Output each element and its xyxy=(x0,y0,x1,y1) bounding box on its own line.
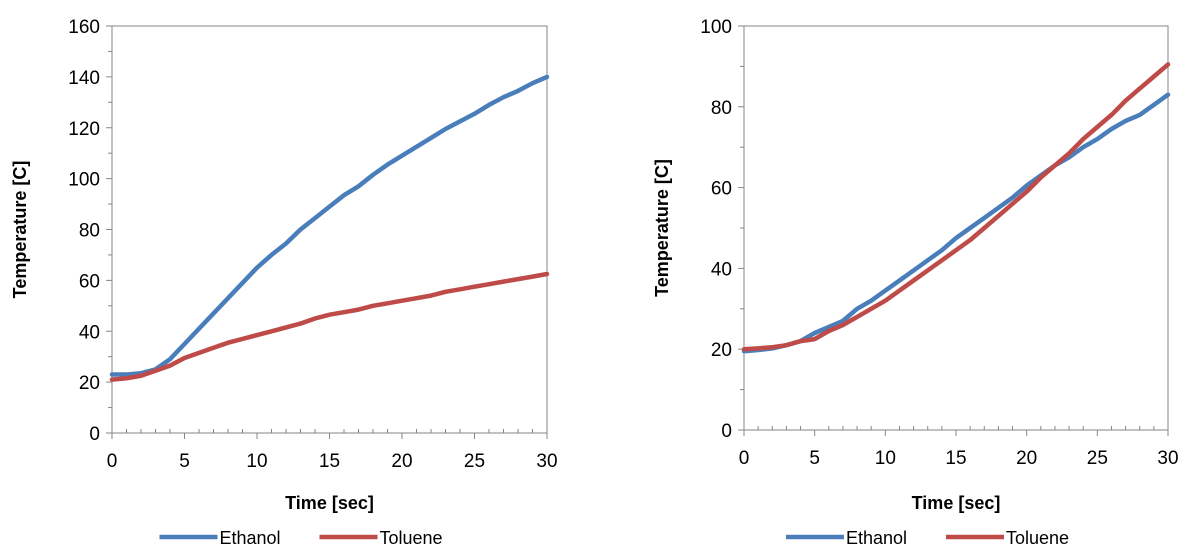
legend-label-toluene: Toluene xyxy=(1006,528,1069,548)
x-tick-label: 10 xyxy=(246,451,267,472)
y-axis-title: Temperature [C] xyxy=(10,161,30,299)
y-tick-label: 40 xyxy=(711,259,732,280)
y-tick-label: 160 xyxy=(68,17,100,38)
y-axis-title: Temperature [C] xyxy=(652,159,672,297)
plot-area-frame xyxy=(111,25,548,434)
x-tick-label: 25 xyxy=(1087,448,1108,469)
y-tick-label: 100 xyxy=(68,170,100,191)
x-tick-label: 5 xyxy=(179,451,190,472)
chart-svg: 0 20 40 60 80 100 120 140 160 0 5 10 15 20 25 30 Time [s… xyxy=(10,17,558,548)
series-line-toluene xyxy=(109,271,550,382)
series-line-ethanol xyxy=(741,92,1171,354)
x-tick-label: 25 xyxy=(464,451,485,472)
plot-area-frame xyxy=(743,25,1169,431)
y-tick-label: 60 xyxy=(79,271,100,292)
chart-svg: 0 20 40 60 80 100 0 5 10 15 20 25 30 Time [sec] Temper… xyxy=(652,17,1179,548)
y-tick-label: 20 xyxy=(79,373,100,394)
series-line-toluene xyxy=(741,62,1171,352)
y-tick-label: 60 xyxy=(711,179,732,200)
chart-temperature-right: 0 20 40 60 80 100 0 5 10 15 20 25 30 Time [sec] Temper… xyxy=(592,0,1185,549)
x-tick-label: 20 xyxy=(1016,448,1037,469)
y-tick-label: 0 xyxy=(721,421,732,442)
y-tick-label: 80 xyxy=(79,221,100,242)
legend-label-ethanol: Ethanol xyxy=(220,528,281,548)
x-tick-label: 15 xyxy=(319,451,340,472)
y-tick-label: 140 xyxy=(68,68,100,89)
series-line-ethanol xyxy=(109,74,550,377)
legend-label-toluene: Toluene xyxy=(380,528,443,548)
y-tick-label: 80 xyxy=(711,98,732,119)
x-tick-label: 10 xyxy=(875,448,896,469)
y-tick-label: 0 xyxy=(89,424,100,445)
x-tick-label: 0 xyxy=(107,451,118,472)
x-axis-title: Time [sec] xyxy=(285,493,374,513)
x-tick-label: 30 xyxy=(536,451,557,472)
x-tick-label: 0 xyxy=(739,448,750,469)
x-axis-title: Time [sec] xyxy=(912,493,1001,513)
y-tick-label: 40 xyxy=(79,322,100,343)
x-tick-label: 5 xyxy=(809,448,820,469)
x-tick-label: 15 xyxy=(945,448,966,469)
chart-temperature-left: 0 20 40 60 80 100 120 140 160 0 5 10 15 20 25 30 Time [s… xyxy=(0,0,592,549)
y-tick-label: 100 xyxy=(700,17,732,38)
x-tick-label: 30 xyxy=(1157,448,1178,469)
y-tick-label: 120 xyxy=(68,119,100,140)
legend-label-ethanol: Ethanol xyxy=(846,528,907,548)
y-tick-label: 20 xyxy=(711,340,732,361)
x-tick-label: 20 xyxy=(391,451,412,472)
